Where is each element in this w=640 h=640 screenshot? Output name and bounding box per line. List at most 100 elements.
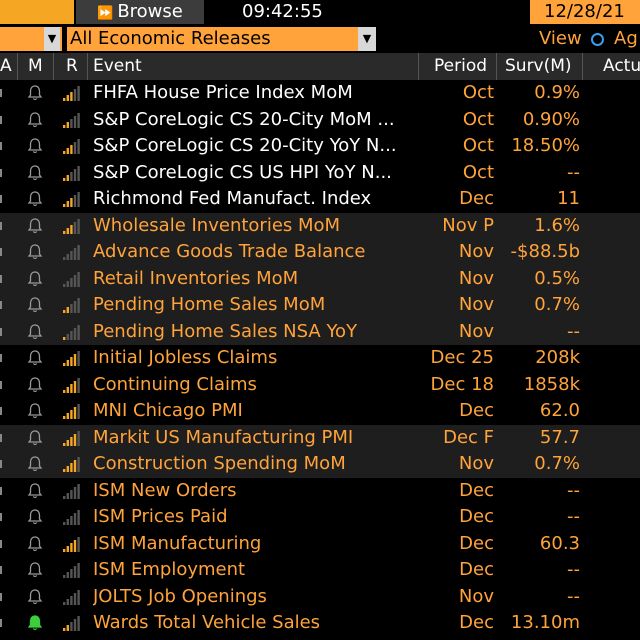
bell-icon[interactable] [27,482,43,500]
event-name[interactable]: S&P CoreLogic CS 20-City MoM ... [93,108,395,130]
table-row[interactable]: Markit US Manufacturing PMI Dec F 57.7 [0,424,640,451]
table-row[interactable]: Wholesale Inventories MoM Nov P 1.6% [0,212,640,239]
column-divider[interactable] [17,53,18,80]
event-name[interactable]: Wards Total Vehicle Sales [93,612,321,633]
alert-marker[interactable] [0,380,2,389]
table-row[interactable]: JOLTS Job Openings Nov -- [0,584,640,611]
event-name[interactable]: Wholesale Inventories MoM [93,214,341,236]
table-row[interactable]: FHFA House Price Index MoM Oct 0.9% [0,80,640,107]
column-header-survey[interactable]: Surv(M) [505,56,572,76]
table-row[interactable]: ISM Manufacturing Dec 60.3 [0,531,640,558]
column-header-period[interactable]: Period [434,56,488,76]
alert-marker[interactable] [0,592,2,601]
date-field[interactable]: 12/28/21 [530,0,640,24]
alert-marker[interactable] [0,142,2,150]
table-row[interactable]: ISM New Orders Dec -- [0,478,640,505]
bell-icon[interactable] [27,270,43,288]
alert-marker[interactable] [0,539,2,548]
table-row[interactable]: Wards Total Vehicle Sales Dec 13.10m [0,610,640,637]
event-name[interactable]: ISM Prices Paid [93,506,228,527]
bell-icon[interactable] [27,323,43,341]
alert-marker[interactable] [0,168,2,177]
alert-marker[interactable] [0,274,2,283]
alert-marker[interactable] [0,566,2,574]
column-divider[interactable] [87,53,88,80]
event-name[interactable]: Richmond Fed Manufact. Index [93,188,372,209]
radio-icon[interactable] [591,33,604,46]
table-row[interactable]: Retail Inventories MoM Nov 0.5% [0,265,640,292]
event-name[interactable]: S&P CoreLogic CS US HPI YoY N... [93,161,392,183]
bell-icon[interactable] [27,164,43,182]
chevron-down-icon[interactable]: ▼ [44,27,60,51]
event-name[interactable]: S&P CoreLogic CS 20-City YoY N... [93,135,397,156]
table-row[interactable]: Pending Home Sales MoM Nov 0.7% [0,292,640,319]
bell-icon[interactable] [27,217,43,235]
table-row[interactable]: MNI Chicago PMI Dec 62.0 [0,398,640,425]
region-dropdown[interactable]: ▼ [0,27,62,51]
bell-icon[interactable] [27,349,43,367]
alert-marker[interactable] [0,301,2,309]
column-header-m[interactable]: M [28,56,43,76]
alert-marker[interactable] [0,619,2,627]
table-row[interactable]: Continuing Claims Dec 18 1858k [0,372,640,399]
view-option-label[interactable]: Ag [614,28,638,49]
event-name[interactable]: Advance Goods Trade Balance [93,241,366,262]
browse-button[interactable]: ⏩ Browse [76,0,204,24]
bell-icon[interactable] [27,561,43,579]
event-name[interactable]: ISM New Orders [93,479,237,501]
table-row[interactable]: Initial Jobless Claims Dec 25 208k [0,345,640,372]
event-name[interactable]: Retail Inventories MoM [93,267,299,289]
bell-icon[interactable] [27,535,43,553]
alert-marker[interactable] [0,221,2,230]
column-divider[interactable] [53,53,54,80]
bell-icon[interactable] [27,376,43,394]
alert-marker[interactable] [0,327,2,336]
bell-icon[interactable] [27,588,43,606]
event-name[interactable]: FHFA House Price Index MoM [93,82,353,103]
security-field[interactable] [0,0,74,24]
alert-marker[interactable] [0,195,2,203]
column-header-a[interactable]: A [0,56,12,76]
column-header-r[interactable]: R [66,56,78,76]
bell-icon[interactable] [27,190,43,208]
bell-icon[interactable] [27,402,43,420]
alert-marker[interactable] [0,513,2,521]
bell-icon[interactable] [27,111,43,129]
column-divider[interactable] [418,53,419,80]
table-row[interactable]: S&P CoreLogic CS US HPI YoY N... Oct -- [0,160,640,187]
table-row[interactable]: Pending Home Sales NSA YoY Nov -- [0,318,640,345]
column-header-actual[interactable]: Actu [603,56,640,76]
column-header-event[interactable]: Event [93,56,142,76]
event-name[interactable]: JOLTS Job Openings [93,585,267,607]
alert-marker[interactable] [0,115,2,124]
alert-marker[interactable] [0,433,2,442]
table-row[interactable]: S&P CoreLogic CS 20-City YoY N... Oct 18.5… [0,133,640,160]
table-row[interactable]: Advance Goods Trade Balance Nov -$88.5b [0,239,640,266]
event-name[interactable]: Pending Home Sales MoM [93,294,326,315]
alert-marker[interactable] [0,460,2,468]
bell-icon[interactable] [27,455,43,473]
event-name[interactable]: Pending Home Sales NSA YoY [93,320,358,342]
alert-marker[interactable] [0,486,2,495]
table-row[interactable]: ISM Prices Paid Dec -- [0,504,640,531]
bell-icon[interactable] [27,508,43,526]
bell-icon[interactable] [27,84,43,102]
alert-marker[interactable] [0,354,2,362]
event-name[interactable]: Markit US Manufacturing PMI [93,426,354,448]
table-row[interactable]: ISM Employment Dec -- [0,557,640,584]
bell-icon[interactable] [27,243,43,261]
table-row[interactable]: S&P CoreLogic CS 20-City MoM ... Oct 0.90% [0,107,640,134]
bell-icon[interactable] [27,296,43,314]
table-row[interactable]: Richmond Fed Manufact. Index Dec 11 [0,186,640,213]
alert-marker[interactable] [0,248,2,256]
event-name[interactable]: Construction Spending MoM [93,453,346,474]
alert-marker[interactable] [0,407,2,415]
category-dropdown[interactable]: All Economic Releases [67,27,376,51]
bell-icon[interactable] [27,614,43,632]
event-name[interactable]: Initial Jobless Claims [93,347,278,368]
chevron-down-icon[interactable]: ▼ [358,27,376,51]
event-name[interactable]: ISM Employment [93,559,246,580]
event-name[interactable]: ISM Manufacturing [93,532,262,554]
event-name[interactable]: MNI Chicago PMI [93,400,243,421]
table-row[interactable]: Construction Spending MoM Nov 0.7% [0,451,640,478]
